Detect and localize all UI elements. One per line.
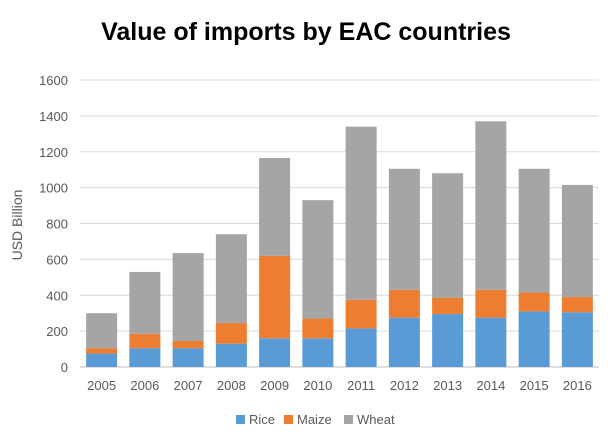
bar-wheat-2006 [129,271,161,334]
bar-wheat-2009 [259,158,291,256]
bar-rice-2012 [388,317,420,367]
legend-swatch-maize [284,415,293,424]
x-tick-label: 2008 [217,378,246,393]
bar-maize-2013 [432,297,464,315]
x-tick-label: 2016 [563,378,592,393]
y-axis-ticks: 0 200 400 600 800 1000 1200 1400 1600 [39,73,68,375]
bar-maize-2014 [475,289,507,318]
bar-rice-2005 [86,353,118,367]
x-axis-ticks: 2005 2006 2007 2008 2009 2010 2011 2012 2013 2014… [87,378,592,393]
y-tick-label: 1600 [39,73,68,88]
bar-maize-2011 [345,299,377,329]
bar-rice-2016 [561,312,593,367]
bar-wheat-2005 [86,313,118,349]
x-tick-label: 2014 [476,378,505,393]
x-tick-label: 2012 [390,378,419,393]
x-tick-label: 2015 [520,378,549,393]
legend-swatch-wheat [344,415,353,424]
x-tick-label: 2006 [130,378,159,393]
bar-rice-2006 [129,348,161,367]
y-tick-label: 400 [46,288,68,303]
bar-maize-2010 [302,318,334,339]
y-tick-label: 1400 [39,109,68,124]
bar-rice-2008 [215,343,247,367]
bar-wheat-2008 [215,234,247,324]
chart-title: Value of imports by EAC countries [101,18,511,46]
bar-wheat-2013 [432,173,464,298]
x-tick-label: 2011 [347,378,375,393]
bar-wheat-2010 [302,200,334,319]
bar-maize-2008 [215,323,247,344]
bar-maize-2009 [259,255,291,339]
y-axis-label: USD Billion [9,190,25,261]
y-tick-label: 1200 [39,145,68,160]
bar-wheat-2011 [345,126,377,300]
legend-swatch-rice [236,415,245,424]
y-tick-label: 1000 [39,181,68,196]
bar-maize-2015 [518,292,550,312]
bar-wheat-2012 [388,168,420,290]
x-tick-label: 2010 [303,378,332,393]
bar-wheat-2007 [172,253,204,341]
bar-rice-2014 [475,317,507,367]
bar-maize-2006 [129,333,161,349]
x-tick-label: 2005 [87,378,116,393]
bar-rice-2013 [432,314,464,367]
y-tick-label: 200 [46,324,68,339]
bar-rice-2011 [345,328,377,367]
x-tick-label: 2013 [433,378,462,393]
bar-rice-2007 [172,348,204,367]
bar-rice-2010 [302,338,334,367]
bar-maize-2005 [86,348,118,354]
y-tick-label: 0 [61,360,68,375]
legend-label-rice: Rice [249,412,275,427]
bar-wheat-2016 [561,184,593,298]
bar-wheat-2014 [475,121,507,290]
y-tick-label: 600 [46,252,68,267]
x-tick-label: 2007 [174,378,203,393]
bar-maize-2012 [388,289,420,318]
bar-rice-2009 [259,338,291,367]
gridlines [80,79,599,368]
legend: Rice Maize Wheat [236,412,395,427]
bar-wheat-2015 [518,168,550,293]
legend-label-maize: Maize [297,412,332,427]
y-tick-label: 800 [46,217,68,232]
bar-maize-2016 [561,297,593,313]
bar-maize-2007 [172,340,204,349]
legend-label-wheat: Wheat [357,412,395,427]
bar-rice-2015 [518,311,550,367]
bars [86,121,593,367]
x-tick-label: 2009 [260,378,289,393]
